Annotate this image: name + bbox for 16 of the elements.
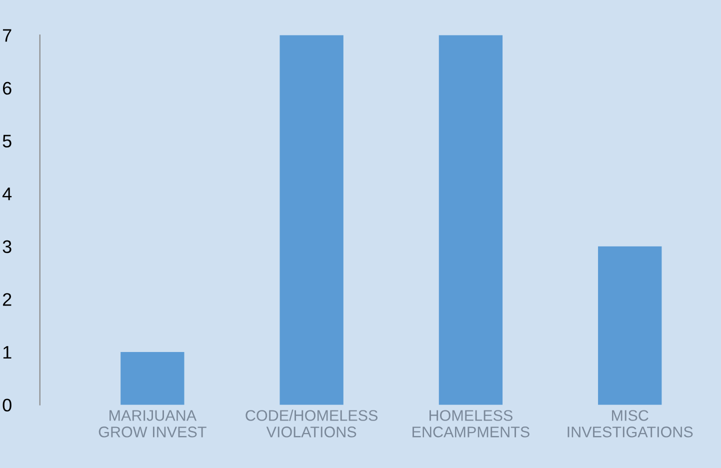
y-tick-label: 0 xyxy=(2,398,12,412)
bar xyxy=(438,35,503,405)
y-tick-label: 5 xyxy=(2,134,12,148)
bar xyxy=(120,352,184,405)
x-tick-label: MISC INVESTIGATIONS xyxy=(568,410,693,438)
x-tick-label: CODE/HOMELESS VIOLATIONS xyxy=(246,410,378,438)
y-tick-label: 2 xyxy=(2,293,12,306)
x-tick-label: MARIJUANA GROW INVEST xyxy=(98,410,206,438)
x-tick-label: HOMELESS ENCAMPMENTS xyxy=(412,410,530,438)
y-tick-label: 6 xyxy=(2,82,12,95)
y-tick-label: 3 xyxy=(2,240,12,254)
y-tick-label: 7 xyxy=(2,29,12,42)
y-tick-label: 4 xyxy=(2,188,12,200)
y-tick-label: 1 xyxy=(3,346,12,359)
bar xyxy=(598,246,662,405)
bar xyxy=(280,35,344,405)
